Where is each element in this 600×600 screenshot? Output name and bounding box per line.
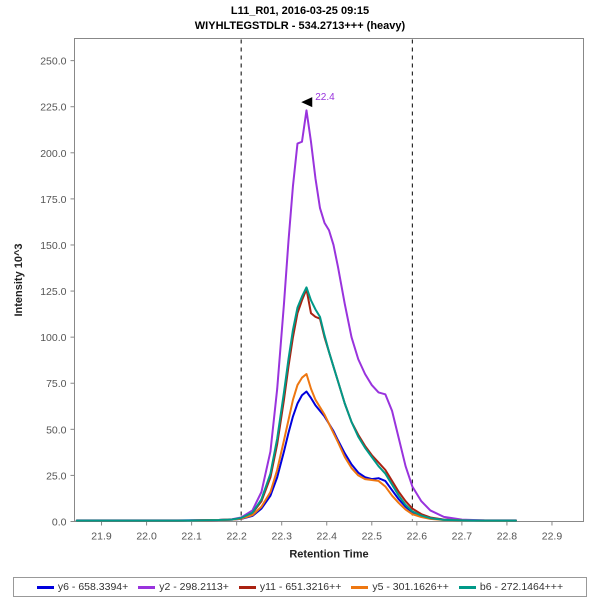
chart-title: L11_R01, 2016-03-25 09:15 WIYHLTEGSTDLR …	[0, 4, 600, 34]
x-axis-tick-label: 22.8	[497, 531, 518, 543]
y-axis-tick-label: 75.0	[46, 378, 67, 390]
x-axis-tick-label: 22.3	[271, 531, 292, 543]
y-axis-tick-label: 200.0	[40, 148, 66, 160]
x-axis-tick-label: 22.5	[362, 531, 383, 543]
y-axis-tick-label: 125.0	[40, 286, 66, 298]
x-axis-tick-label: 22.1	[181, 531, 202, 543]
legend-color-swatch	[351, 585, 369, 589]
x-axis-tick-label: 22.0	[136, 531, 157, 543]
peak-apex-label: 22.4	[315, 92, 335, 103]
legend-color-swatch	[138, 585, 156, 589]
legend-item-label: b6 - 272.1464+++	[479, 581, 564, 593]
y-axis-tick-label: 225.0	[40, 102, 66, 114]
peak-apex-arrow-icon	[301, 97, 313, 108]
chart-legend: y6 - 658.3394+ y2 - 298.2113+ y11 - 651.32…	[13, 577, 587, 597]
legend-item[interactable]: y11 - 651.3216++	[238, 581, 342, 593]
x-axis-tick-label: 21.9	[91, 531, 112, 543]
plot-frame	[74, 38, 584, 522]
chromatogram-trace-4[interactable]	[75, 286, 517, 522]
x-axis-tick-label: 22.6	[407, 531, 428, 543]
x-axis-tick-label: 22.2	[226, 531, 247, 543]
legend-item[interactable]: b6 - 272.1464+++	[458, 581, 564, 593]
y-axis-tick-label: 250.0	[40, 56, 66, 68]
legend-item-label: y11 - 651.3216++	[259, 581, 342, 593]
plot-area[interactable]: 0.0 25.0 50.0 75.0 100.0 125.0 150.0 175.0 200.0…	[0, 0, 600, 570]
chart-title-line-1: L11_R01, 2016-03-25 09:15	[230, 5, 370, 17]
legend-item[interactable]: y5 - 301.1626++	[351, 581, 449, 593]
y-axis-tick-label: 150.0	[40, 240, 66, 252]
y-axis-tick-label: 175.0	[40, 194, 66, 206]
y-axis-tick-label: 25.0	[46, 470, 67, 482]
legend-item-label: y5 - 301.1626++	[372, 581, 449, 593]
y-axis-title: Intensity 10^3	[13, 243, 25, 316]
y-axis-tick-label: 0.0	[52, 517, 67, 529]
x-axis-title: Retention Time	[289, 549, 368, 561]
legend-color-swatch	[36, 585, 54, 589]
chart-svg[interactable]: 0.0 25.0 50.0 75.0 100.0 125.0 150.0 175.0 200.0…	[0, 0, 600, 570]
legend-item[interactable]: y6 - 658.3394+	[36, 581, 129, 593]
chart-title-line-2: WIYHLTEGSTDLR - 534.2713+++ (heavy)	[194, 20, 406, 32]
legend-color-swatch	[238, 585, 256, 589]
legend-item[interactable]: y2 - 298.2113+	[138, 581, 229, 593]
y-axis-tick-label: 50.0	[46, 424, 67, 436]
y-axis-tick-label: 100.0	[40, 332, 66, 344]
x-axis-tick-label: 22.9	[542, 531, 563, 543]
legend-item-label: y2 - 298.2113+	[159, 581, 229, 593]
legend-item-label: y6 - 658.3394+	[57, 581, 129, 593]
x-axis-tick-label: 22.7	[452, 531, 473, 543]
legend-color-swatch	[458, 585, 476, 589]
x-axis-tick-label: 22.4	[317, 531, 338, 543]
